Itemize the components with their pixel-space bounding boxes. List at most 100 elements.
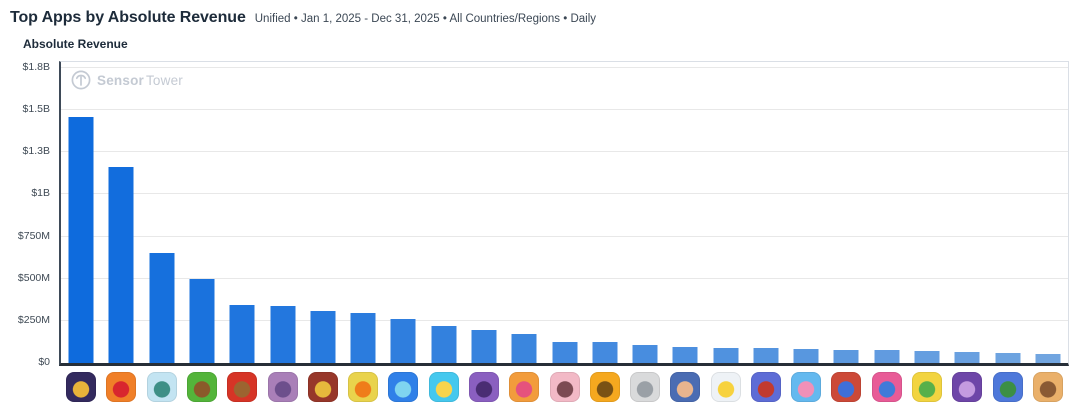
- app-icon-rank-10[interactable]: [428, 372, 459, 402]
- report-filters-summary: Unified • Jan 1, 2025 - Dec 31, 2025 • A…: [254, 13, 597, 25]
- app-icon-slot: [303, 372, 343, 402]
- app-icon-slot: [585, 372, 625, 402]
- app-icon-slot: [746, 372, 786, 402]
- revenue-bar-rank-17[interactable]: [713, 347, 739, 363]
- y-axis-tick-label: $1.5B: [22, 103, 50, 116]
- app-icon-slot: [786, 372, 826, 402]
- app-icon-slot: [706, 372, 746, 402]
- y-axis-tick-label: $1.8B: [22, 61, 50, 73]
- app-icon-rank-7[interactable]: [307, 372, 338, 402]
- app-icon-rank-2[interactable]: [106, 372, 137, 402]
- app-icon-rank-8[interactable]: [348, 372, 379, 402]
- revenue-bar-rank-23[interactable]: [954, 352, 980, 363]
- app-icon-rank-5[interactable]: [227, 372, 258, 402]
- app-icon-rank-4[interactable]: [186, 372, 217, 402]
- gridline: [61, 235, 1068, 237]
- app-icon-rank-19[interactable]: [791, 372, 822, 402]
- bar-slot: [907, 62, 947, 363]
- bar-slot: [343, 62, 383, 363]
- app-icon-rank-6[interactable]: [267, 372, 298, 402]
- app-icon-slot: [504, 372, 544, 402]
- report-header: Top Apps by Absolute Revenue Unified • J…: [10, 9, 596, 27]
- bar-slot: [101, 62, 141, 363]
- app-icon-rank-22[interactable]: [912, 372, 943, 402]
- revenue-bar-rank-11[interactable]: [471, 329, 497, 363]
- y-axis-tick-label: $0: [38, 356, 50, 368]
- revenue-bar-rank-2[interactable]: [108, 167, 134, 363]
- bar-slot: [424, 62, 464, 363]
- app-icon-rank-17[interactable]: [710, 372, 741, 402]
- app-icon-slot: [987, 372, 1027, 402]
- revenue-bar-rank-25[interactable]: [1035, 353, 1061, 363]
- revenue-bar-rank-13[interactable]: [552, 341, 578, 363]
- revenue-bar-rank-7[interactable]: [310, 311, 336, 363]
- app-icon-rank-15[interactable]: [630, 372, 661, 402]
- app-icon-rank-20[interactable]: [831, 372, 862, 402]
- revenue-bar-rank-16[interactable]: [672, 347, 698, 363]
- revenue-bar-rank-3[interactable]: [149, 252, 175, 363]
- y-axis-tick-label: $1B: [31, 187, 50, 200]
- bar-slot: [303, 62, 343, 363]
- sensor-tower-watermark: Sensor Tower: [71, 70, 183, 90]
- app-icon-slot: [142, 372, 182, 402]
- app-icon-slot: [222, 372, 262, 402]
- revenue-bar-rank-4[interactable]: [189, 278, 215, 363]
- bar-slot: [182, 62, 222, 363]
- revenue-bar-rank-18[interactable]: [753, 348, 779, 363]
- revenue-bar-rank-19[interactable]: [793, 349, 819, 363]
- y-axis-tick-label: $250M: [17, 313, 50, 326]
- app-icon-rank-14[interactable]: [589, 372, 620, 402]
- app-icon-slot: [464, 372, 504, 402]
- revenue-bar-rank-22[interactable]: [914, 351, 940, 363]
- revenue-bar-rank-20[interactable]: [833, 349, 859, 363]
- revenue-bar-rank-10[interactable]: [431, 325, 457, 363]
- bar-slot: [383, 62, 423, 363]
- app-icon-rank-1[interactable]: [66, 372, 97, 402]
- app-icon-slot: [826, 372, 866, 402]
- revenue-bar-rank-6[interactable]: [270, 305, 296, 363]
- gridline: [61, 151, 1068, 153]
- revenue-bar-rank-24[interactable]: [995, 352, 1021, 363]
- app-icon-rank-25[interactable]: [1032, 372, 1063, 402]
- revenue-bar-rank-8[interactable]: [350, 312, 376, 363]
- bar-slot: [625, 62, 665, 363]
- revenue-bar-rank-1[interactable]: [68, 116, 94, 363]
- y-axis: $0 $250M $500M $750M $1B $1.3B $1.5B $1.8B: [0, 0, 50, 410]
- app-icon-rank-3[interactable]: [146, 372, 177, 402]
- app-icon-slot: [907, 372, 947, 402]
- app-icon-rank-16[interactable]: [670, 372, 701, 402]
- app-icons-row: [61, 372, 1068, 402]
- revenue-bar-rank-12[interactable]: [511, 334, 537, 363]
- page-title: Top Apps by Absolute Revenue: [10, 9, 246, 26]
- bar-slot: [544, 62, 584, 363]
- app-icon-rank-18[interactable]: [750, 372, 781, 402]
- revenue-bar-rank-9[interactable]: [390, 319, 416, 363]
- bar-slot: [585, 62, 625, 363]
- bar-slot: [746, 62, 786, 363]
- app-icon-rank-11[interactable]: [468, 372, 499, 402]
- revenue-bar-rank-14[interactable]: [592, 341, 618, 363]
- bar-slot: [142, 62, 182, 363]
- app-icon-rank-13[interactable]: [549, 372, 580, 402]
- gridline: [61, 193, 1068, 195]
- app-icon-rank-24[interactable]: [992, 372, 1023, 402]
- sensor-tower-logo-icon: [71, 70, 91, 90]
- app-icon-slot: [625, 372, 665, 402]
- app-icon-slot: [262, 372, 302, 402]
- app-icon-rank-23[interactable]: [952, 372, 983, 402]
- bar-slot: [504, 62, 544, 363]
- bar-slot: [222, 62, 262, 363]
- revenue-bar-rank-5[interactable]: [229, 304, 255, 363]
- app-icon-rank-12[interactable]: [509, 372, 540, 402]
- app-icon-rank-21[interactable]: [871, 372, 902, 402]
- revenue-bar-rank-21[interactable]: [874, 350, 900, 363]
- bar-slot: [464, 62, 504, 363]
- bar-slot: [706, 62, 746, 363]
- app-icon-rank-9[interactable]: [388, 372, 419, 402]
- watermark-text: Sensor Tower: [97, 72, 183, 88]
- app-icon-slot: [424, 372, 464, 402]
- revenue-bar-rank-15[interactable]: [632, 344, 658, 363]
- plot-area: Sensor Tower: [59, 61, 1069, 366]
- gridline: [61, 67, 1068, 68]
